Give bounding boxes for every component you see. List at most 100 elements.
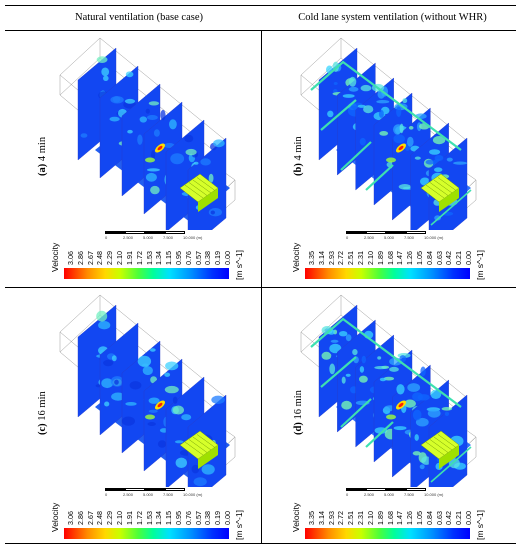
legend-tick-label: 1.53: [144, 251, 154, 265]
inlet-duct: [179, 173, 219, 212]
figure-panel: (b) 4 min 0 2.500 5.000 7.500 10.000 (m) Veloc…: [261, 30, 516, 282]
legend-tick-label: 0.00: [464, 511, 473, 525]
legend-tick-label: 0.95: [173, 511, 183, 525]
scale-bar-segment: [105, 231, 125, 234]
scale-bar-tick-label: 10.000 (m): [424, 235, 444, 240]
inlet-duct: [420, 430, 460, 469]
legend-tick-label: 1.05: [414, 251, 424, 265]
legend-tick-label: 1.15: [164, 251, 174, 265]
cfd-velocity-render: [281, 287, 501, 508]
legend-tick-label: 0.38: [203, 511, 213, 525]
legend-tick-label: 1.34: [154, 251, 164, 265]
legend-tick-label: 0.21: [454, 251, 464, 265]
legend-tick-label: 0.42: [444, 511, 454, 525]
legend-tick-label: 2.51: [346, 511, 356, 525]
scale-bar-tick-label: 5.000: [384, 492, 395, 497]
scale-bar-tick-label: 2.500: [123, 492, 134, 497]
velocity-legend: Velocity 3.06 2.86 2.67 2.48 2.29 2.10 1.91 1.72…: [5, 234, 261, 282]
scale-bar-tick-label: 5.000: [143, 492, 154, 497]
legend-unit: [m s^-1]: [475, 250, 485, 280]
legend-tick-label: 1.47: [395, 251, 405, 265]
high-velocity-region: [386, 143, 406, 163]
high-velocity-region: [145, 143, 165, 163]
legend-unit: [m s^-1]: [475, 510, 485, 540]
scale-bar-segment: [105, 488, 125, 491]
legend-tick-label: 2.67: [85, 511, 95, 525]
legend-tick-label: 0.63: [434, 511, 444, 525]
legend-unit: [m s^-1]: [234, 250, 244, 280]
legend-tick-label: 0.42: [444, 251, 454, 265]
scale-bar-tick-label: 2.500: [364, 492, 375, 497]
scale-bar-tick-label: 10.000 (m): [424, 492, 444, 497]
scale-bar: 0 2.500 5.000 7.500 10.000 (m): [105, 228, 215, 246]
scale-bar-segment: [366, 231, 386, 234]
legend-tick-label: 2.72: [336, 511, 346, 525]
legend-tick-label: 2.72: [336, 251, 346, 265]
velocity-legend: Velocity 3.06 2.86 2.67 2.48 2.29 2.10 1.91 1.72…: [5, 494, 261, 542]
scale-bar-segment: [165, 488, 185, 491]
scale-bar-segment: [125, 488, 145, 491]
legend-tick-label: 1.68: [385, 251, 395, 265]
scale-bar-tick-label: 2.500: [123, 235, 134, 240]
legend-tick-label: 3.35: [307, 511, 316, 525]
legend-colorbar: [64, 268, 229, 279]
scale-bar-tick-label: 10.000 (m): [183, 235, 203, 240]
legend-tick-label: 1.89: [375, 511, 385, 525]
cfd-velocity-render: [40, 287, 260, 508]
scale-bar-segment: [145, 231, 165, 234]
scale-bar-segment: [145, 488, 165, 491]
legend-tick-label: 2.93: [326, 511, 336, 525]
scale-bar-tick-label: 0: [346, 492, 349, 497]
legend-tick-label: 1.72: [134, 251, 144, 265]
legend-tick-label: 3.14: [316, 511, 326, 525]
legend-tick-label: 2.10: [365, 511, 375, 525]
velocity-legend: Velocity 3.35 3.14 2.93 2.72 2.51 2.31 2.10 1.89…: [261, 234, 516, 282]
scale-bar-segment: [366, 488, 386, 491]
legend-title: Velocity: [50, 502, 60, 532]
figure-panel: (c) 16 min 0 2.500 5.000 7.500 10.000 (m) Velo…: [5, 287, 261, 542]
legend-tick-label: 1.91: [124, 511, 134, 525]
scale-bar-tick-label: 7.500: [404, 492, 415, 497]
scale-bar-tick-label: 0: [105, 492, 108, 497]
legend-title: Velocity: [291, 502, 301, 532]
legend-tick-label: 0.76: [183, 251, 193, 265]
legend-tick-label: 2.10: [115, 251, 125, 265]
scale-bar: 0 2.500 5.000 7.500 10.000 (m): [346, 228, 456, 246]
legend-tick-label: 0.57: [193, 251, 203, 265]
scale-bar: 0 2.500 5.000 7.500 10.000 (m): [105, 485, 215, 503]
legend-tick-label: 0.57: [193, 511, 203, 525]
scale-bar-segment: [406, 231, 426, 234]
row-divider: [5, 287, 516, 288]
legend-tick-label: 0.19: [213, 511, 223, 525]
legend-colorbar: [305, 528, 470, 539]
legend-tick-label: 2.48: [95, 511, 105, 525]
legend-tick-label: 0.19: [213, 251, 223, 265]
legend-tick-label: 1.34: [154, 511, 164, 525]
legend-tick-label: 2.10: [365, 251, 375, 265]
scale-bar-tick-label: 7.500: [163, 492, 174, 497]
high-velocity-region: [386, 400, 406, 420]
legend-tick-label: 3.06: [66, 251, 75, 265]
legend-tick-label: 2.29: [105, 511, 115, 525]
legend-title: Velocity: [291, 242, 301, 272]
scale-bar: 0 2.500 5.000 7.500 10.000 (m): [346, 485, 456, 503]
column-divider: [261, 30, 262, 543]
figure-panel: (a) 4 min 0 2.500 5.000 7.500 10.000 (m) Veloc…: [5, 30, 261, 282]
legend-tick-label: 2.31: [356, 511, 366, 525]
scale-bar-segment: [406, 488, 426, 491]
legend-colorbar: [305, 268, 470, 279]
column-header-cold-lane: Cold lane system ventilation (without WH…: [298, 12, 487, 23]
high-velocity-region: [145, 400, 165, 420]
cold-lane-ducts: [310, 317, 462, 448]
legend-tick-label: 0.00: [223, 251, 232, 265]
inlet-duct: [179, 430, 219, 469]
legend-tick-label: 0.84: [424, 251, 434, 265]
legend-tick-label: 0.95: [173, 251, 183, 265]
cfd-render-svg: [59, 37, 236, 251]
legend-tick-label: 2.86: [75, 511, 85, 525]
legend-tick-label: 2.48: [95, 251, 105, 265]
legend-colorbar: [64, 528, 229, 539]
legend-tick-label: 1.68: [385, 511, 395, 525]
legend-tick-label: 0.63: [434, 251, 444, 265]
scale-bar-segment: [386, 231, 406, 234]
